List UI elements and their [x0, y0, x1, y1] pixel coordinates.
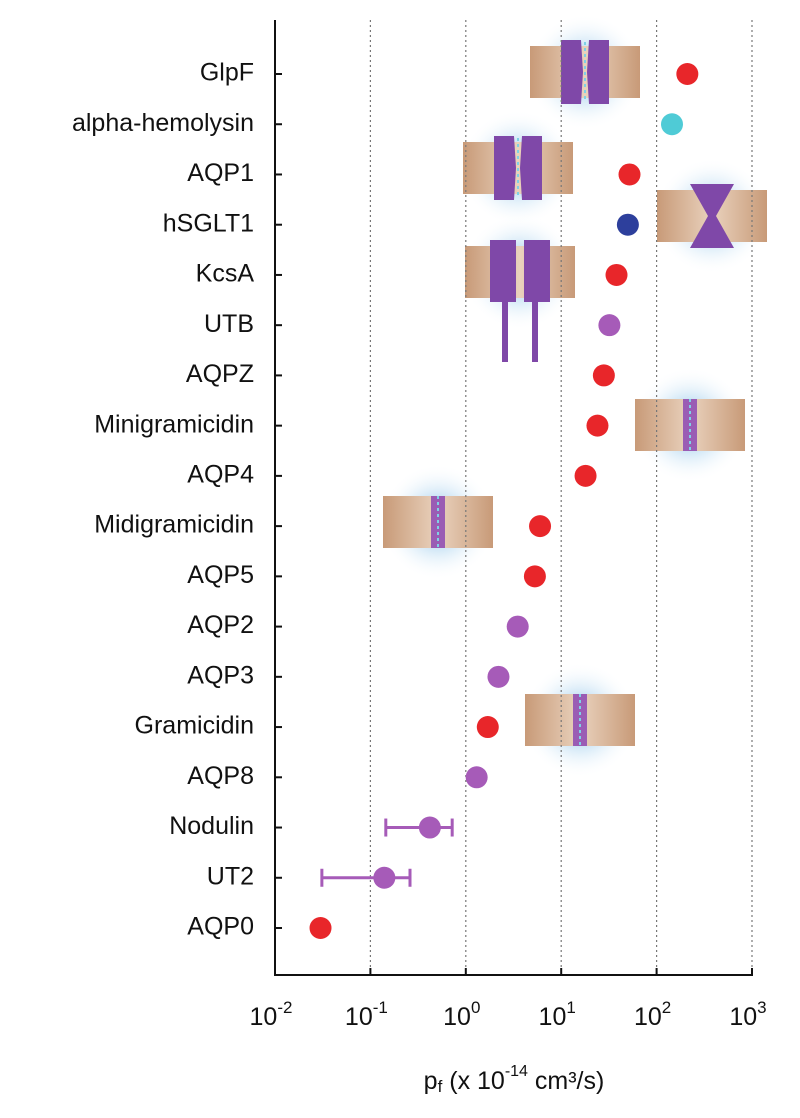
dot — [465, 766, 488, 789]
x-tick-label: 101 — [539, 998, 576, 1030]
dot — [574, 464, 597, 487]
dot — [660, 113, 683, 136]
x-label-middle: (x 10 — [442, 1067, 505, 1095]
x-tick-label: 102 — [634, 998, 671, 1030]
y-tick-label: Midigramicidin — [94, 511, 254, 539]
x-tick-base: 10 — [345, 1003, 373, 1031]
dot — [418, 816, 441, 839]
minigramicidin-illustration — [631, 366, 749, 484]
y-tick-label: UT2 — [207, 862, 254, 890]
dot — [476, 716, 499, 739]
dot — [605, 263, 628, 286]
y-tick-label: AQP3 — [187, 661, 254, 689]
dot — [586, 414, 609, 437]
y-tick-label: AQP5 — [187, 561, 254, 589]
dot — [592, 364, 615, 387]
dot — [487, 665, 510, 688]
y-tick-label: UTB — [204, 310, 254, 338]
x-label-sup: -14 — [505, 1063, 528, 1080]
y-tick-label: AQP0 — [187, 913, 254, 941]
dot — [618, 163, 641, 186]
y-tick-label: Minigramicidin — [94, 410, 254, 438]
x-tick-base: 10 — [443, 1003, 471, 1031]
x-label-sub: f — [438, 1077, 443, 1096]
y-tick-label: AQP2 — [187, 611, 254, 639]
gramicidin-illustration — [521, 661, 639, 779]
x-tick-base: 10 — [634, 1003, 662, 1031]
y-tick-label: AQPZ — [186, 360, 254, 388]
y-tick-label: hSGLT1 — [163, 209, 254, 237]
x-tick-label: 100 — [443, 998, 480, 1030]
y-tick-label: Nodulin — [169, 812, 254, 840]
y-tick-label: AQP4 — [187, 460, 254, 488]
y-tick-label: KcsA — [196, 260, 255, 288]
y-tick-label: GlpF — [200, 59, 254, 87]
x-axis-label: pf (x 10-14 cm³/s) — [424, 1063, 605, 1096]
x-tick-label: 10-1 — [345, 998, 388, 1030]
x-tick-exponent: 1 — [566, 998, 575, 1017]
dot — [598, 314, 621, 337]
y-tick-label: AQP1 — [187, 159, 254, 187]
y-tick-label: alpha-hemolysin — [72, 109, 254, 137]
dot — [616, 213, 639, 236]
x-tick-base: 10 — [729, 1003, 757, 1031]
illustrations — [379, 13, 770, 779]
x-tick-exponent: 0 — [471, 998, 480, 1017]
dot — [676, 63, 699, 85]
x-tick-label: 10-2 — [250, 998, 293, 1030]
hsglt1-illustration — [654, 158, 770, 274]
x-tick-exponent: -1 — [373, 998, 388, 1017]
x-tick-base: 10 — [250, 1003, 278, 1031]
aqp1-illustration — [459, 109, 577, 227]
x-label-base: p — [424, 1067, 438, 1095]
x-tick-exponent: -2 — [277, 998, 292, 1017]
dot — [523, 565, 546, 588]
x-tick-base: 10 — [539, 1003, 567, 1031]
x-tick-exponent: 2 — [662, 998, 671, 1017]
dot — [506, 615, 529, 638]
y-tick-label: AQP8 — [187, 762, 254, 790]
dot — [529, 515, 552, 538]
x-tick-label: 103 — [729, 998, 766, 1030]
x-label-end: cm³/s) — [528, 1067, 604, 1095]
x-tick-exponent: 3 — [757, 998, 766, 1017]
midigramicidin-illustration — [379, 463, 497, 581]
dot — [309, 917, 332, 939]
glpf-illustration — [526, 13, 644, 131]
kcsa-illustration — [462, 214, 578, 362]
y-tick-label: Gramicidin — [135, 712, 254, 740]
dot — [373, 866, 396, 889]
